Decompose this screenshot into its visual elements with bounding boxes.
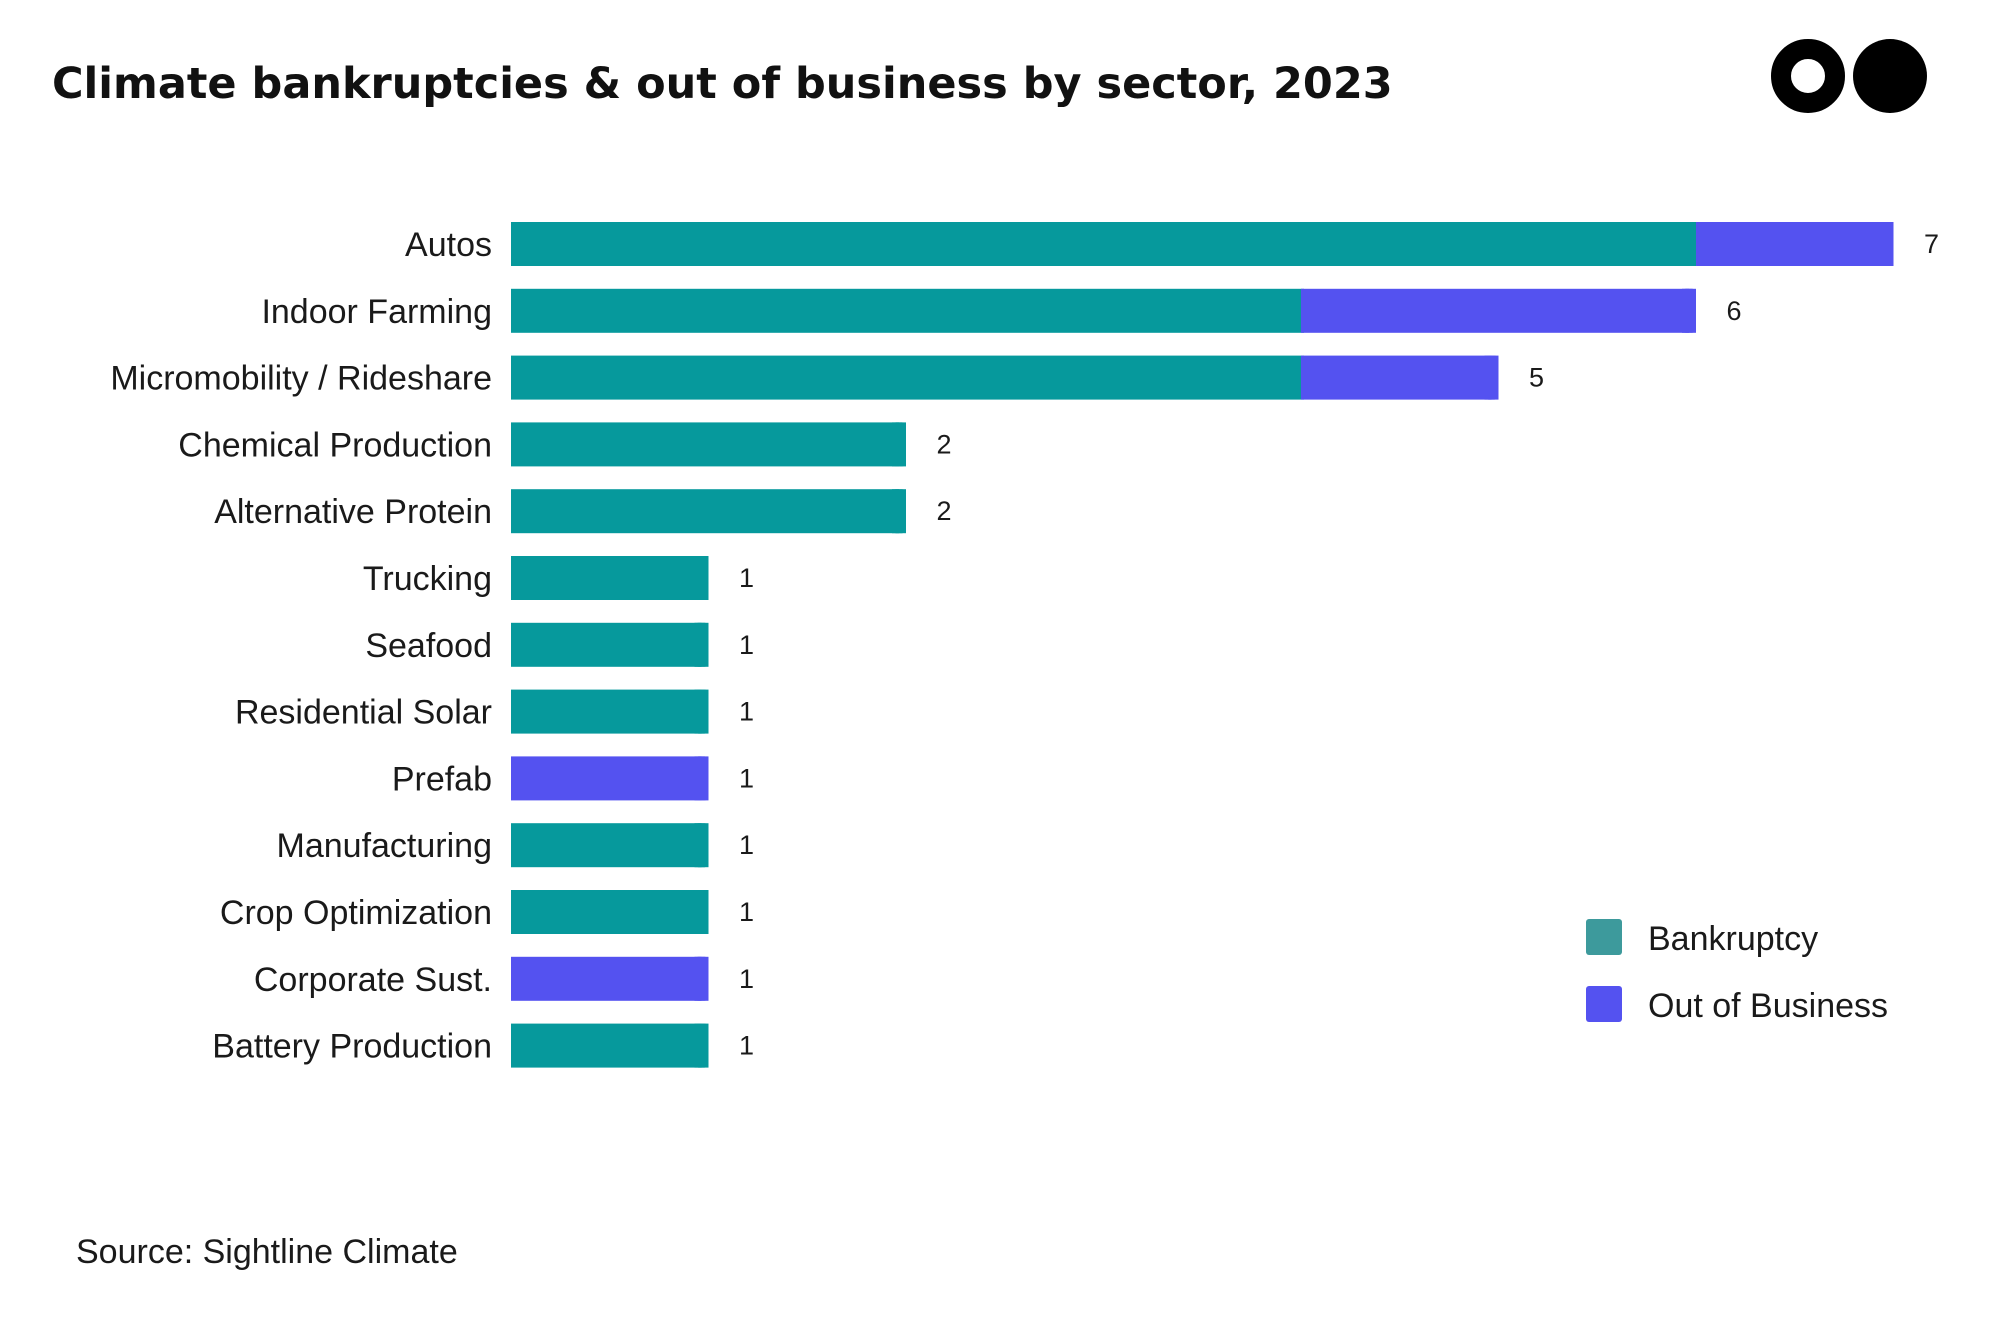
bar-manufacturing-bankruptcy [511,823,709,868]
value-label-trucking: 1 [739,563,754,593]
category-label-alternative-protein: Alternative Protein [214,493,492,531]
two-circles-logo [1771,39,1927,113]
value-label-alternative-protein: 2 [936,496,951,526]
category-label-corporate-sust: Corporate Sust. [254,961,492,999]
bar-alternative-protein-bankruptcy [511,489,906,534]
legend-label-out-of-business: Out of Business [1648,987,1888,1025]
bar-chemical-production-bankruptcy [511,422,906,467]
bar-battery-production-bankruptcy [511,1023,709,1068]
bar-cap-fill-chemical-production [892,422,899,467]
category-label-manufacturing: Manufacturing [277,827,492,865]
bar-cap-fill-residential-solar [694,689,702,734]
legend: Bankruptcy Out of Business [1586,919,1888,1025]
value-label-battery-production: 1 [739,1031,754,1061]
category-label-indoor-farming: Indoor Farming [261,293,492,331]
bar-cap-fill-autos [1879,222,1887,266]
value-label-autos: 7 [1924,229,1939,259]
legend-swatch-bankruptcy [1586,919,1622,955]
category-label-battery-production: Battery Production [212,1028,492,1066]
value-label-crop-optimization: 1 [739,897,754,927]
category-label-chemical-production: Chemical Production [178,426,492,464]
bar-cap-fill-micromobility-rideshare [1484,355,1492,400]
bar-cap-fill-seafood [694,622,702,667]
category-label-seafood: Seafood [365,627,492,665]
bar-autos-bankruptcy [511,222,1699,266]
bar-seafood-bankruptcy [511,622,709,667]
bar-indoor-farming-out-of-business [1301,288,1696,333]
bar-cap-fill-battery-production [694,1023,702,1068]
bar-residential-solar-bankruptcy [511,689,709,734]
bar-indoor-farming-bankruptcy [511,288,1304,333]
value-label-residential-solar: 1 [739,697,754,727]
category-label-trucking: Trucking [363,560,492,598]
chart-title: Climate bankruptcies & out of business b… [52,59,1393,109]
category-label-autos: Autos [405,226,492,264]
bar-cap-fill-indoor-farming [1682,288,1689,333]
bar-cap-fill-manufacturing [694,823,702,868]
bar-trucking-bankruptcy [511,556,709,600]
logo-dot-icon [1853,39,1927,113]
logo-ring-icon [1771,39,1845,113]
category-label-crop-optimization: Crop Optimization [220,894,492,932]
value-label-micromobility-rideshare: 5 [1529,363,1544,393]
bar-cap-fill-corporate-sust [694,956,702,1001]
bar-micromobility-rideshare-out-of-business [1301,355,1499,400]
legend-label-bankruptcy: Bankruptcy [1648,920,1818,958]
bar-autos-out-of-business [1696,222,1894,266]
value-label-prefab: 1 [739,763,754,793]
category-label-micromobility-rideshare: Micromobility / Rideshare [110,360,492,398]
bar-cap-fill-alternative-protein [892,489,899,534]
value-label-manufacturing: 1 [739,830,754,860]
bar-cap-fill-crop-optimization [694,890,702,934]
bar-prefab-out-of-business [511,756,709,801]
bar-cap-fill-prefab [694,756,702,801]
value-label-corporate-sust: 1 [739,964,754,994]
category-label-residential-solar: Residential Solar [235,694,492,732]
category-label-prefab: Prefab [392,760,492,798]
bar-corporate-sust-out-of-business [511,956,709,1001]
value-label-chemical-production: 2 [936,429,951,459]
bar-cap-fill-trucking [694,556,702,600]
legend-swatch-out-of-business [1586,986,1622,1022]
bar-micromobility-rideshare-bankruptcy [511,355,1304,400]
source-note: Source: Sightline Climate [76,1233,458,1271]
value-label-indoor-farming: 6 [1726,296,1741,326]
plot-area: Autos 7 Indoor Farming 6 Micromobility / Rid… [110,222,1939,1068]
bar-crop-optimization-bankruptcy [511,890,709,934]
value-label-seafood: 1 [739,630,754,660]
